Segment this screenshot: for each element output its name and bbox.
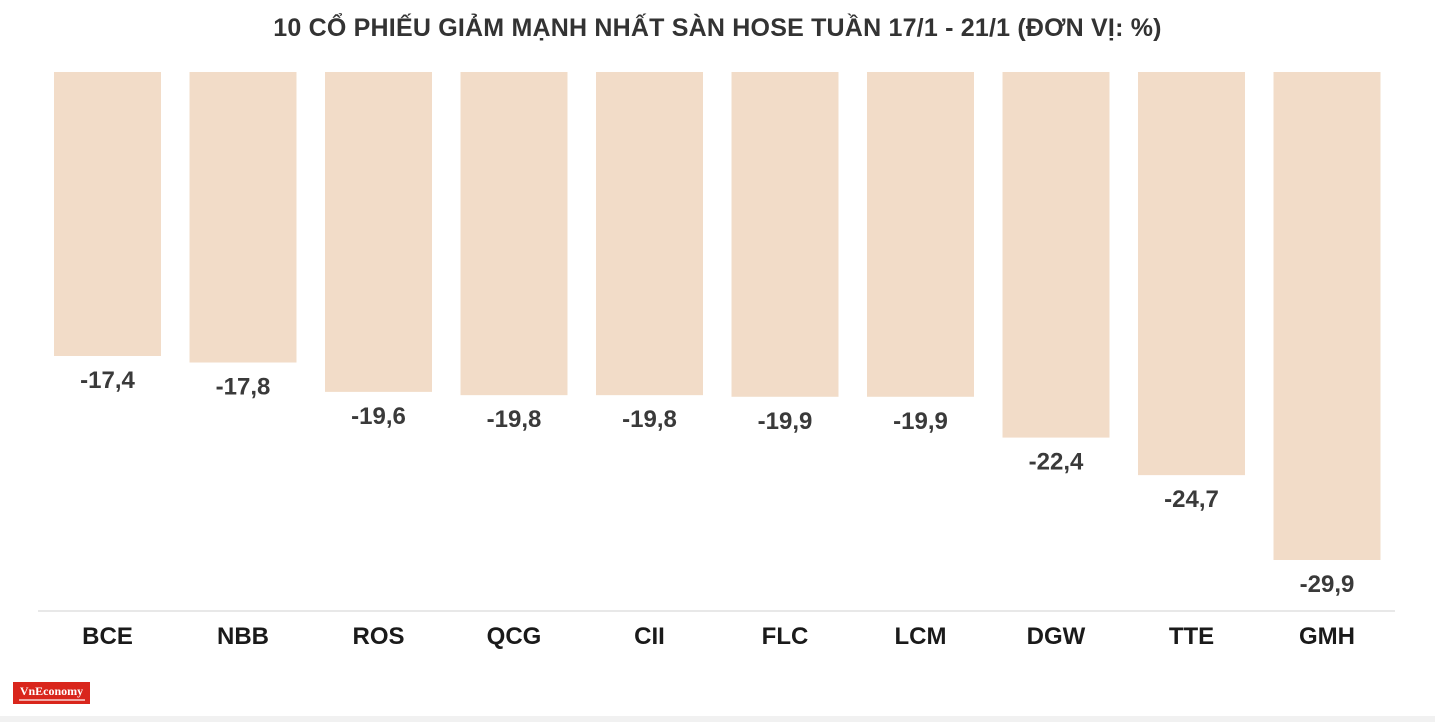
footer-band [0, 716, 1435, 722]
logo-text: VnEconomy [19, 684, 84, 698]
chart-title: 10 CỔ PHIẾU GIẢM MẠNH NHẤT SÀN HOSE TUẦN… [273, 14, 1162, 42]
category-label-flc: FLC [762, 623, 809, 650]
bar-bce [54, 72, 161, 356]
category-label-cii: CII [634, 623, 665, 650]
value-label-qcg: -19,8 [487, 406, 542, 433]
logo-tagline-strip [18, 699, 85, 701]
category-label-bce: BCE [82, 623, 133, 650]
value-label-gmh: -29,9 [1300, 571, 1355, 598]
value-label-ros: -19,6 [351, 403, 406, 430]
category-label-qcg: QCG [487, 623, 542, 650]
category-label-nbb: NBB [217, 623, 269, 650]
bar-cii [596, 72, 703, 396]
value-label-bce: -17,4 [80, 367, 135, 394]
bar-nbb [189, 72, 297, 363]
category-labels-group: BCE NBB ROS QCG CII FLC LCM DGW TTE GMH [82, 623, 1355, 650]
category-label-tte: TTE [1169, 623, 1214, 650]
value-labels-group: -17,4 -17,8 -19,6 -19,8 -19,8 -19,9 -19,9 -22,4… [80, 367, 1354, 598]
bar-flc [731, 72, 839, 397]
category-label-dgw: DGW [1027, 623, 1086, 650]
bar-dgw [1002, 72, 1110, 438]
value-label-nbb: -17,8 [216, 374, 271, 401]
bars-group [54, 72, 1381, 560]
bar-tte [1138, 72, 1245, 476]
bar-gmh [1273, 72, 1381, 560]
category-label-gmh: GMH [1299, 623, 1355, 650]
category-label-lcm: LCM [895, 623, 947, 650]
value-label-flc: -19,9 [758, 408, 813, 435]
vneconomy-logo: VnEconomy [13, 682, 90, 704]
bar-ros [325, 72, 432, 392]
value-label-cii: -19,8 [622, 406, 677, 433]
value-label-tte: -24,7 [1164, 486, 1219, 513]
bar-lcm [867, 72, 974, 397]
category-label-ros: ROS [352, 623, 404, 650]
bar-qcg [460, 72, 568, 396]
value-label-dgw: -22,4 [1029, 449, 1084, 476]
value-label-lcm: -19,9 [893, 408, 948, 435]
